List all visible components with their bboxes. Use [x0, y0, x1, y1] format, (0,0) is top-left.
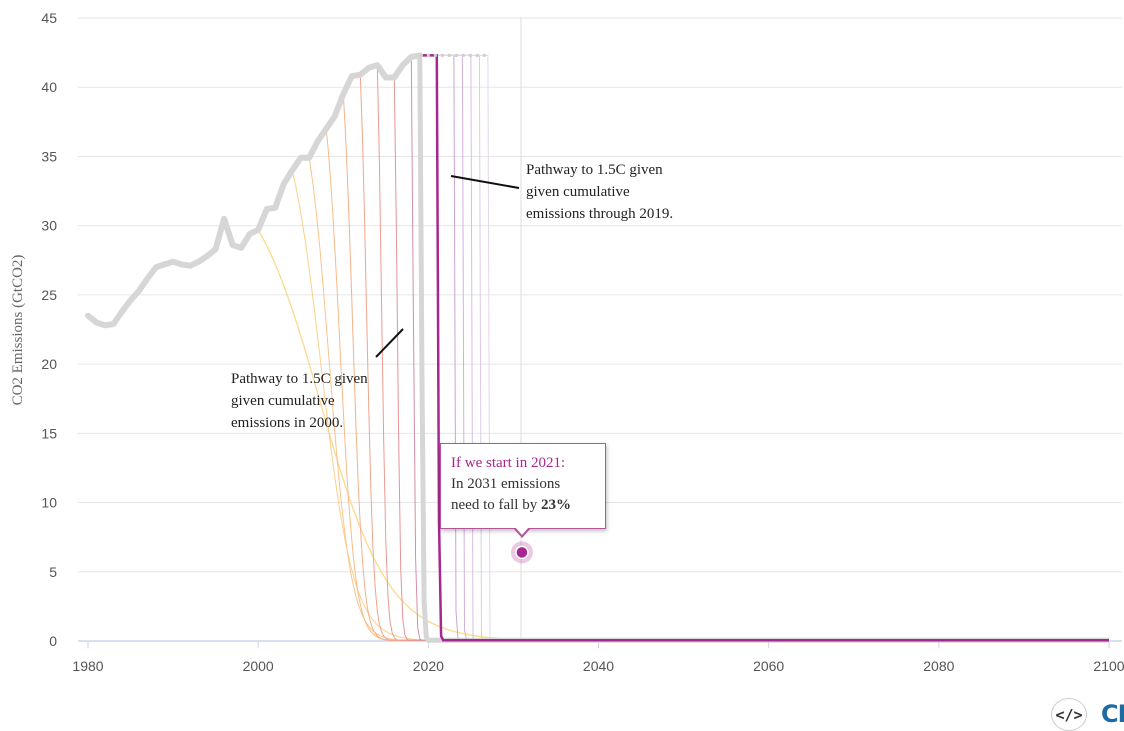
y-tick-label: 5 [49, 564, 57, 580]
y-tick-label: 0 [49, 633, 57, 649]
carbon-brief-logo[interactable]: CI [1101, 700, 1124, 728]
historical-series [85, 52, 488, 329]
x-tick-label: 2100 [1093, 658, 1124, 674]
x-tick-label: 2000 [243, 658, 274, 674]
x-tick-labels: 1980 2000 2020 2040 2060 2080 2100 [72, 641, 1124, 674]
highlight-dot[interactable] [515, 545, 529, 560]
y-tick-labels: 0 5 10 15 20 25 30 35 40 45 [41, 10, 57, 649]
tooltip: If we start in 2021: In 2031 emissions n… [440, 443, 606, 529]
annotation-2019-line2: given cumulative [526, 184, 630, 200]
embed-code-icon[interactable]: </> [1051, 698, 1087, 731]
pathway-line-2008 [325, 128, 1109, 641]
tooltip-line2: In 2031 emissions [451, 476, 561, 492]
annotation-2000-line3: emissions in 2000. [231, 415, 343, 431]
annotation-2000-line2: given cumulative [231, 393, 335, 409]
x-tick-label: 1980 [72, 658, 103, 674]
pathway-line-2000 [257, 229, 1109, 641]
x-tick-label: 2080 [923, 658, 954, 674]
annotation-2019-line3: emissions through 2019. [526, 206, 673, 222]
pathway-line-2021 [419, 54, 1109, 642]
annotation-2019-line1: Pathway to 1.5C given [526, 162, 663, 178]
annotation-2019: Pathway to 1.5C given given cumulative e… [526, 162, 673, 222]
y-axis-label: CO2 Emissions (GtCO2) [10, 255, 26, 406]
y-tick-label: 45 [41, 10, 57, 26]
tooltip-heading: If we start in 2021: [451, 455, 566, 471]
highlight-point[interactable] [510, 541, 533, 564]
pathway-line-2014 [376, 65, 1109, 641]
pathway-line-2010 [342, 94, 1109, 641]
x-tick-label: 2020 [413, 658, 444, 674]
y-tick-label: 20 [41, 356, 57, 372]
historical-line [85, 52, 423, 329]
x-tick-label: 2040 [583, 658, 614, 674]
x-tick-label: 2060 [753, 658, 784, 674]
tooltip-arrow-inner [515, 527, 529, 535]
y-tick-label: 25 [41, 287, 57, 303]
tooltip-line3: need to fall by 23% [451, 495, 595, 516]
grid-lines [78, 17, 1122, 642]
pathway-line-2004 [291, 170, 1109, 641]
y-tick-label: 15 [41, 425, 57, 441]
y-tick-label: 35 [41, 148, 57, 164]
annotation-leader-2000 [375, 328, 404, 358]
y-tick-label: 30 [41, 218, 57, 234]
pathway-lines [257, 54, 1109, 643]
annotation-2000: Pathway to 1.5C given given cumulative e… [231, 371, 368, 431]
annotation-2000-line1: Pathway to 1.5C given [231, 371, 368, 387]
annotation-leader-2019 [450, 175, 520, 189]
tooltip-percent: 23% [540, 497, 571, 513]
y-tick-label: 10 [41, 495, 57, 511]
pathway-line-2016 [393, 77, 1109, 641]
pathway-line-2006 [308, 157, 1109, 641]
y-tick-label: 40 [41, 79, 57, 95]
tooltip-line3-prefix: need to fall by [451, 497, 541, 513]
